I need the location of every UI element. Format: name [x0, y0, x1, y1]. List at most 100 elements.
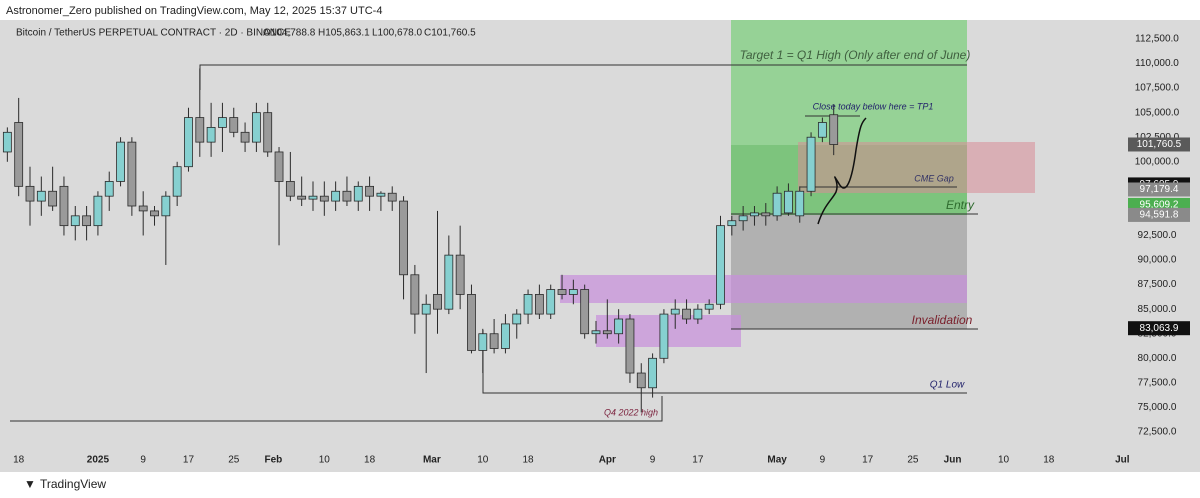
y-tick-label: 92,500.0: [1138, 230, 1177, 241]
candle-body: [308, 195, 318, 200]
brand-logo: ▼: [24, 477, 36, 491]
x-tick-label: 9: [650, 455, 656, 466]
x-tick-label: 17: [692, 455, 704, 466]
candle-body: [591, 330, 601, 335]
price-label: 101,760.5: [1137, 139, 1182, 150]
y-tick-label: 105,000.0: [1135, 107, 1180, 118]
candle-body: [263, 112, 273, 153]
candle-body: [195, 117, 205, 143]
ohlc-high: H105,863.1: [318, 28, 370, 39]
candle-body: [467, 294, 476, 351]
annotation: Q4 2022 high: [604, 407, 658, 417]
ohlc: O104,788.8 H105,863.1 L100,678.0 C101,76…: [263, 28, 476, 39]
candle-body: [218, 117, 227, 128]
candle-body: [229, 117, 239, 133]
candle-body: [455, 254, 465, 295]
candle-body: [659, 313, 669, 359]
stop-zone: [731, 215, 967, 329]
candle-body: [716, 225, 725, 305]
candle-body: [523, 294, 533, 315]
x-tick-label: 9: [140, 455, 146, 466]
candle-body: [36, 190, 46, 202]
candle-body: [580, 289, 590, 335]
axes: 72,500.075,000.077,500.080,000.082,500.0…: [13, 34, 1190, 466]
candle-body: [184, 117, 193, 168]
x-tick-label: 25: [228, 455, 240, 466]
ohlc-open: O104,788.8: [263, 28, 316, 39]
candles: [2, 68, 839, 413]
annotation: Q1 Low: [930, 380, 965, 391]
price-label: 94,591.8: [1140, 210, 1179, 221]
candle-body: [342, 190, 352, 202]
candle-body: [421, 303, 431, 315]
drawings: [10, 20, 1035, 422]
x-tick-label: 2025: [87, 455, 110, 466]
candle-body: [478, 333, 488, 351]
candle-body: [82, 215, 91, 227]
candle-body: [795, 190, 805, 217]
candle-body: [693, 308, 703, 320]
candle-body: [648, 357, 657, 389]
x-tick-label: 9: [820, 455, 826, 466]
y-tick-label: 80,000.0: [1138, 353, 1177, 364]
x-tick-label: 18: [13, 455, 25, 466]
chart-bg: [0, 20, 1200, 472]
candle-body: [501, 323, 510, 349]
candle-body: [104, 181, 114, 197]
candle-body: [557, 289, 567, 295]
y-tick-label: 112,500.0: [1135, 34, 1179, 45]
x-tick-label: May: [767, 455, 787, 466]
candle-body: [727, 220, 737, 227]
x-tick-label: 10: [998, 455, 1010, 466]
candle-body: [93, 195, 103, 227]
candle-body: [274, 151, 284, 182]
price-label: 97,179.4: [1140, 184, 1179, 195]
publisher: Astronomer_Zero published on TradingView…: [6, 5, 382, 17]
y-tick-label: 87,500.0: [1138, 279, 1177, 290]
price-label: 95,609.2: [1140, 200, 1179, 211]
candle-body: [251, 112, 261, 143]
candle-body: [444, 254, 454, 310]
x-tick-label: Apr: [599, 455, 616, 466]
candle-body: [738, 215, 748, 222]
candle-body: [625, 318, 635, 374]
candle-body: [704, 303, 714, 310]
candle-body: [784, 190, 793, 214]
candle-body: [2, 131, 12, 153]
candle-body: [433, 294, 442, 310]
candle-body: [319, 195, 329, 202]
brand: TradingView: [40, 477, 106, 491]
ohlc-low: L100,678.0: [372, 28, 422, 39]
y-tick-label: 110,000.0: [1135, 58, 1179, 69]
chart-title: Bitcoin / TetherUS PERPETUAL CONTRACT · …: [16, 28, 291, 39]
y-tick-label: 90,000.0: [1138, 255, 1177, 266]
y-tick-label: 72,500.0: [1138, 427, 1177, 438]
y-tick-label: 100,000.0: [1135, 156, 1180, 167]
candle-body: [546, 289, 556, 315]
price-label: 83,063.9: [1140, 323, 1179, 334]
candle-body: [48, 190, 58, 207]
y-tick-label: 75,000.0: [1138, 402, 1177, 413]
candle-body: [568, 289, 578, 295]
candle-body: [172, 166, 182, 197]
x-tick-label: Jul: [1115, 455, 1130, 466]
price-label-bg: [1128, 321, 1190, 336]
candle-body: [602, 330, 612, 335]
candle-body: [489, 333, 499, 349]
candle-body: [772, 192, 782, 217]
candle-body: [682, 308, 691, 320]
candle-body: [387, 192, 397, 202]
annotation: Entry: [946, 198, 975, 212]
candle-body: [365, 185, 374, 197]
candle-body: [670, 308, 680, 315]
price-label-bg: [1128, 182, 1190, 197]
annotation: CME Gap: [914, 173, 954, 183]
x-tick-label: 18: [364, 455, 376, 466]
candle-body: [353, 185, 363, 202]
annotations: Target 1 = Q1 High (Only after end of Ju…: [604, 48, 975, 417]
candle-body: [512, 313, 522, 325]
candle-body: [750, 212, 759, 217]
candle-body: [376, 192, 386, 197]
candle-body: [331, 190, 341, 202]
